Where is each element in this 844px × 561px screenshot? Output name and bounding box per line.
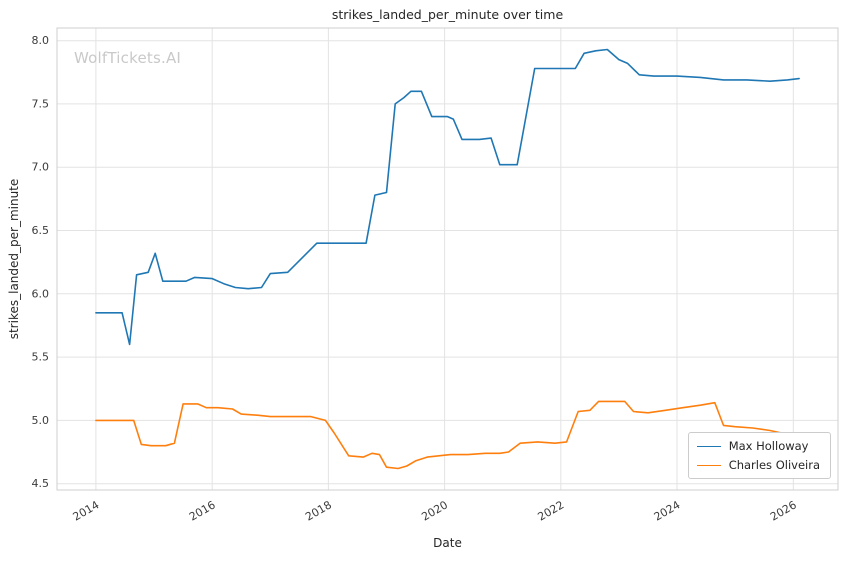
legend-item-max-holloway: Max Holloway <box>696 439 820 453</box>
x-tick-label: 2026 <box>768 498 799 523</box>
legend: Max Holloway Charles Oliveira <box>687 432 831 479</box>
y-tick-label: 8.0 <box>32 34 50 47</box>
legend-swatch-charles-oliveira <box>696 464 721 466</box>
y-tick-label: 5.5 <box>32 351 50 364</box>
series-line-charles-oliveira <box>95 400 800 470</box>
watermark: WolfTickets.AI <box>74 49 182 67</box>
x-tick-label: 2020 <box>419 498 450 523</box>
series-line-max-holloway <box>95 48 800 346</box>
plot-background <box>57 28 838 490</box>
x-tick-label: 2014 <box>71 498 102 523</box>
chart-title: strikes_landed_per_minute over time <box>331 7 564 22</box>
y-axis-label: strikes_landed_per_minute <box>7 178 21 340</box>
x-tick-label: 2022 <box>536 498 567 523</box>
x-tick-label: 2016 <box>187 498 218 523</box>
x-tick-label: 2024 <box>652 498 683 523</box>
legend-item-charles-oliveira: Charles Oliveira <box>696 458 820 472</box>
legend-label-max-holloway: Max Holloway <box>728 439 809 453</box>
x-tick-label: 2018 <box>303 498 334 523</box>
y-tick-label: 6.0 <box>32 287 50 300</box>
legend-label-charles-oliveira: Charles Oliveira <box>728 458 820 472</box>
y-tick-label: 4.5 <box>32 477 50 490</box>
legend-swatch-max-holloway <box>696 445 721 447</box>
x-axis-label: Date <box>433 536 462 550</box>
y-tick-label: 6.5 <box>32 224 50 237</box>
y-tick-label: 7.5 <box>32 97 50 110</box>
y-tick-label: 5.0 <box>32 414 50 427</box>
y-tick-label: 7.0 <box>32 161 50 174</box>
plot-border <box>56 27 839 491</box>
